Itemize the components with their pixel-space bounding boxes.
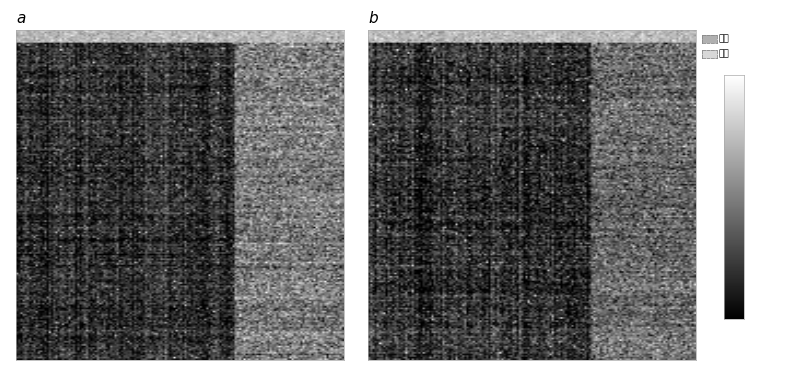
Text: a: a <box>16 11 26 26</box>
Text: b: b <box>368 11 378 26</box>
Text: 正常: 正常 <box>718 49 729 58</box>
Text: 肿瘾: 肿瘾 <box>718 34 729 43</box>
